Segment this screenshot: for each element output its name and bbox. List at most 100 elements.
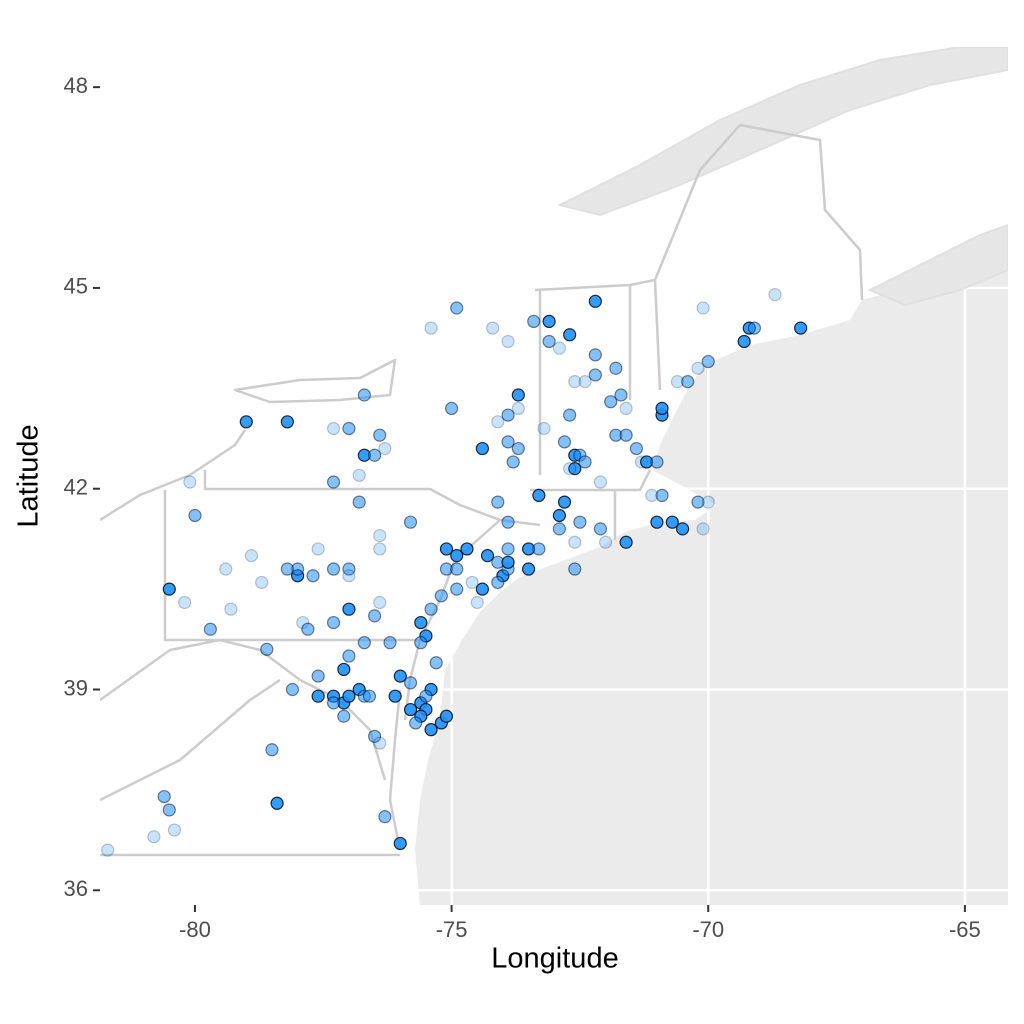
point [491, 575, 505, 590]
point [470, 595, 484, 610]
point [501, 542, 515, 556]
point [378, 810, 392, 824]
point [450, 549, 464, 563]
point [501, 555, 515, 569]
point [450, 582, 464, 596]
point [537, 421, 551, 436]
point [414, 636, 428, 650]
point [362, 689, 377, 703]
point [552, 508, 566, 523]
point [568, 375, 582, 389]
point [511, 388, 525, 402]
point [655, 401, 669, 416]
point [491, 415, 505, 429]
point [619, 535, 633, 549]
point [450, 562, 464, 576]
point [393, 669, 407, 683]
y-tick-label: 36 [64, 876, 88, 901]
x-tick-label: -75 [436, 917, 468, 942]
point [357, 388, 371, 402]
point [578, 455, 592, 469]
point [768, 288, 782, 302]
point [403, 515, 418, 529]
point [373, 428, 387, 442]
point [429, 656, 443, 670]
point [342, 602, 356, 616]
point [511, 401, 525, 416]
y-tick-label: 48 [64, 73, 88, 98]
point [424, 602, 438, 616]
axes: -80 -75 -70 -65 36 39 42 45 48 [64, 73, 981, 942]
point [650, 515, 664, 529]
point [378, 441, 392, 456]
point [219, 562, 233, 576]
point [665, 515, 679, 529]
basemap [100, 47, 1008, 905]
point [486, 321, 500, 335]
x-tick-label: -65 [949, 917, 981, 942]
point [368, 448, 382, 462]
point [593, 475, 608, 489]
point [794, 321, 808, 335]
point [424, 723, 438, 737]
point [326, 562, 341, 576]
point [491, 495, 505, 509]
point [280, 415, 294, 429]
point [568, 535, 582, 549]
point [475, 441, 489, 456]
point [655, 488, 669, 503]
point [311, 542, 325, 556]
y-tick-label: 39 [64, 675, 88, 700]
point [614, 388, 628, 402]
point [162, 582, 176, 596]
point [373, 595, 387, 610]
point [578, 375, 592, 389]
point [563, 408, 577, 422]
point [521, 562, 536, 576]
point [563, 462, 577, 476]
point [368, 609, 382, 623]
point [326, 615, 341, 630]
point [439, 709, 454, 723]
point [629, 441, 643, 456]
point [403, 702, 418, 717]
point [747, 321, 762, 335]
point [203, 622, 217, 636]
point [737, 334, 751, 349]
point [465, 575, 479, 590]
point [563, 328, 577, 342]
y-axis-title: Latitude [13, 424, 45, 527]
point [552, 522, 566, 536]
x-tick-label: -70 [692, 917, 724, 942]
point [188, 508, 202, 523]
point [568, 462, 582, 476]
point [696, 301, 710, 315]
point [383, 636, 397, 650]
point [691, 495, 705, 509]
point [239, 415, 253, 429]
point [460, 542, 474, 556]
point [450, 301, 464, 315]
point [409, 716, 423, 730]
point [681, 375, 695, 389]
point [373, 542, 387, 556]
points [101, 288, 808, 857]
point [342, 421, 356, 436]
point [270, 796, 284, 810]
point [675, 522, 690, 536]
point [388, 689, 402, 703]
point [573, 515, 587, 529]
point [588, 368, 602, 382]
point [224, 602, 238, 616]
point [619, 401, 633, 416]
lake-ontario [233, 358, 397, 404]
point [501, 515, 515, 529]
point [604, 395, 618, 409]
point [542, 334, 556, 349]
point [439, 542, 454, 556]
point [260, 642, 274, 656]
point [342, 569, 356, 583]
point [444, 401, 459, 416]
point [311, 689, 325, 703]
point [557, 435, 572, 449]
